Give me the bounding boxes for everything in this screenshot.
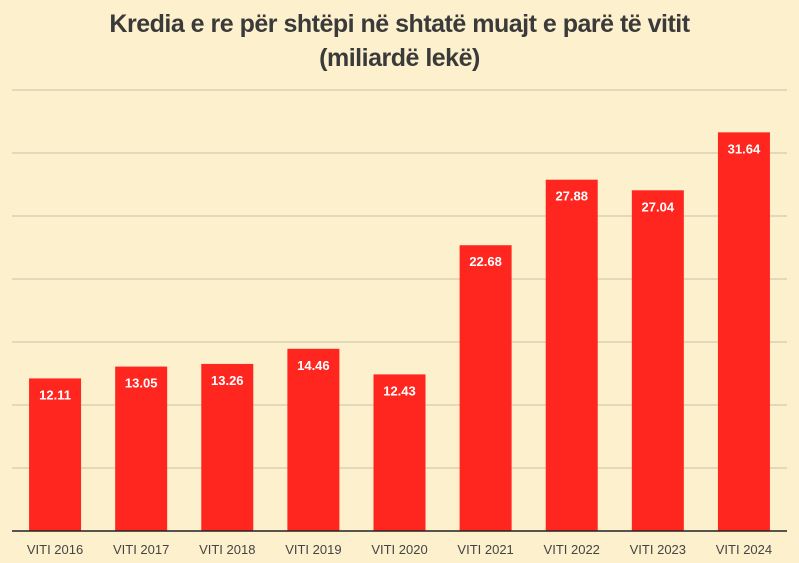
x-tick-label: VITI 2023: [630, 542, 686, 557]
x-tick-label: VITI 2019: [285, 542, 341, 557]
x-tick-label: VITI 2024: [716, 542, 772, 557]
x-tick-label: VITI 2016: [27, 542, 83, 557]
data-label: 31.64: [728, 141, 761, 156]
data-label: 12.11: [39, 387, 71, 402]
x-tick-label: VITI 2020: [371, 542, 427, 557]
x-tick-label: VITI 2018: [199, 542, 255, 557]
chart-title: Kredia e re për shtëpi në shtatë muajt e…: [109, 10, 690, 38]
data-label: 13.26: [211, 373, 244, 388]
data-label: 27.04: [642, 199, 675, 214]
x-tick-label: VITI 2022: [544, 542, 600, 557]
bar: [631, 190, 684, 531]
data-label: 27.88: [555, 189, 588, 204]
chart-subtitle: (miliardë lekë): [319, 44, 480, 72]
bar: [373, 374, 426, 531]
bar: [287, 348, 340, 531]
data-label: 12.43: [383, 383, 416, 398]
x-tick-label: VITI 2017: [113, 542, 169, 557]
bar: [545, 179, 598, 531]
bar: [459, 245, 512, 531]
bar: [29, 378, 82, 531]
data-label: 22.68: [469, 254, 502, 269]
data-label: 13.05: [125, 376, 158, 391]
data-label: 14.46: [297, 358, 330, 373]
bar: [201, 363, 254, 531]
x-tick-label: VITI 2021: [457, 542, 513, 557]
bar: [115, 366, 168, 531]
bar: [717, 132, 770, 531]
